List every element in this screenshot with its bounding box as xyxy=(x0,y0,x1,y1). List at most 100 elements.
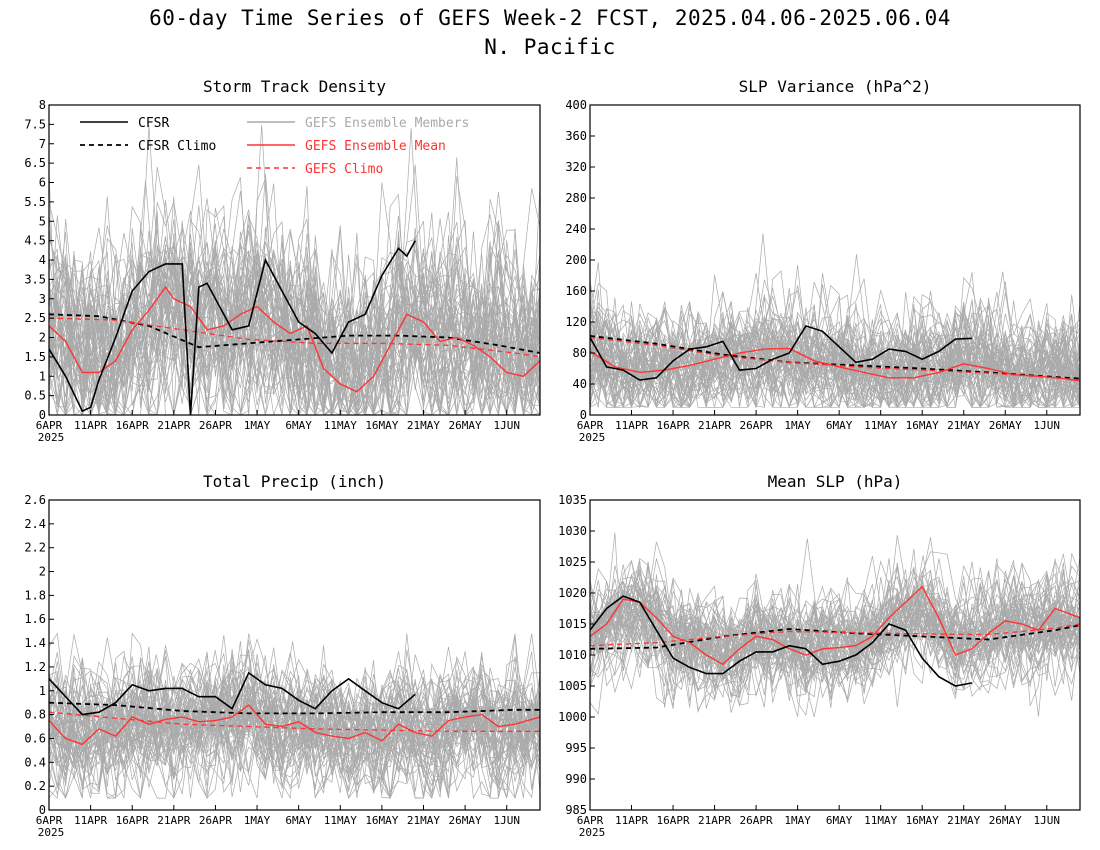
x-tick-label: 6MAY xyxy=(826,419,853,432)
y-tick-label: 1.4 xyxy=(24,636,46,650)
y-tick-label: 5 xyxy=(39,214,46,228)
y-tick-label: 1.8 xyxy=(24,588,46,602)
y-tick-label: 995 xyxy=(565,741,587,755)
y-tick-label: 5.5 xyxy=(24,195,46,209)
x-tick-label: 6MAY xyxy=(826,814,853,827)
y-tick-label: 1020 xyxy=(558,586,587,600)
ensemble-member-line xyxy=(590,575,1080,713)
legend-ens-mean-label: GEFS Ensemble Mean xyxy=(305,139,446,154)
ensemble-member-spike xyxy=(400,128,422,300)
x-year-label: 2025 xyxy=(579,826,606,839)
legend-cfsr-climo-label: CFSR Climo xyxy=(138,139,216,154)
x-tick-label: 6MAY xyxy=(285,419,312,432)
x-tick-label: 11APR xyxy=(74,814,107,827)
y-tick-label: 1000 xyxy=(558,710,587,724)
ensemble-member-line xyxy=(49,213,540,415)
y-tick-label: 280 xyxy=(565,191,587,205)
y-tick-label: 1.2 xyxy=(24,660,46,674)
x-tick-label: 6APR xyxy=(36,419,63,432)
x-tick-label: 16MAY xyxy=(906,419,939,432)
ensemble-member-line xyxy=(49,241,540,415)
legend-gefs-climo-label: GEFS Climo xyxy=(305,162,383,177)
page-subtitle: N. Pacific xyxy=(484,35,616,59)
y-tick-label: 0.6 xyxy=(24,731,46,745)
x-year-label: 2025 xyxy=(38,431,65,444)
y-tick-label: 3 xyxy=(39,292,46,306)
x-tick-label: 6APR xyxy=(36,814,63,827)
y-tick-label: 40 xyxy=(573,377,587,391)
ensemble-member-line xyxy=(49,639,540,799)
ensemble-member-line xyxy=(49,669,540,795)
plot-frame xyxy=(48,499,541,811)
ensemble-member-spike xyxy=(251,124,273,300)
ensemble-member-line xyxy=(590,310,1080,409)
ensemble-member-line xyxy=(49,638,540,793)
chart-panel-1: Storm Track Density 0 0.5 1 1.5 2 2.5 3 3.5 4 4.5 5… xyxy=(24,77,541,444)
y-tick-label: 1 xyxy=(39,369,46,383)
ensemble-member-line xyxy=(49,209,540,415)
y-tick-label: 2.4 xyxy=(24,517,46,531)
legend-ens-members-label: GEFS Ensemble Members xyxy=(305,116,469,131)
chart-panel-2: SLP Variance (hPa^2) 0 40 80 120 160 200 240 280… xyxy=(565,77,1081,444)
y-tick-label: 80 xyxy=(573,346,587,360)
x-tick-label: 1MAY xyxy=(784,419,811,432)
x-tick-label: 16APR xyxy=(116,814,149,827)
ensemble-member-spike xyxy=(752,233,774,342)
y-tick-label: 990 xyxy=(565,772,587,786)
y-tick-label: 0.4 xyxy=(24,755,46,769)
x-tick-label: 21APR xyxy=(157,419,190,432)
y-tick-label: 160 xyxy=(565,284,587,298)
chart-panel-3: Total Precip (inch) 0 0.2 0.4 0.6 0.8 1 1.2 1.4 1… xyxy=(24,472,541,839)
x-tick-label: 26MAY xyxy=(449,419,482,432)
y-tick-label: 6 xyxy=(39,176,46,190)
ensemble-member-line xyxy=(49,230,540,415)
ensemble-member-line xyxy=(49,215,540,415)
x-tick-label: 1MAY xyxy=(784,814,811,827)
ensemble-member-line xyxy=(590,311,1080,409)
page-title: 60-day Time Series of GEFS Week-2 FCST, … xyxy=(149,6,951,30)
plot-area xyxy=(590,532,1080,718)
ensemble-member-line xyxy=(49,632,540,799)
ensemble-member-line xyxy=(49,655,540,800)
y-tick-label: 1030 xyxy=(558,524,587,538)
ensemble-member-line xyxy=(49,164,540,415)
x-year-label: 2025 xyxy=(38,826,65,839)
x-tick-label: 6APR xyxy=(577,814,604,827)
ensemble-member-line xyxy=(590,301,1080,409)
ensemble-member-line xyxy=(590,561,1080,672)
ensemble-member-line xyxy=(590,319,1080,409)
plot-area xyxy=(49,124,540,415)
y-tick-label: 2.6 xyxy=(24,493,46,507)
plot-area xyxy=(49,632,540,800)
y-tick-label: 2 xyxy=(39,565,46,579)
y-tick-label: 0 xyxy=(39,408,46,422)
y-tick-label: 200 xyxy=(565,253,587,267)
x-tick-label: 16MAY xyxy=(906,814,939,827)
y-tick-label: 1005 xyxy=(558,679,587,693)
y-tick-label: 1.5 xyxy=(24,350,46,364)
y-tick-label: 0.5 xyxy=(24,389,46,403)
y-tick-label: 2.2 xyxy=(24,541,46,555)
y-tick-label: 1 xyxy=(39,684,46,698)
gefs-mean-line xyxy=(590,347,1080,382)
gefs-mean-line xyxy=(590,585,1080,666)
ensemble-member-spike xyxy=(282,641,303,708)
legend-cfsr-label: CFSR xyxy=(138,116,169,131)
ensemble-member-line xyxy=(49,256,540,415)
x-tick-label: 1MAY xyxy=(244,814,271,827)
cfsr-line xyxy=(49,671,416,716)
ensemble-member-line xyxy=(590,564,1080,698)
ensemble-member-line xyxy=(49,633,540,799)
cfsr-line xyxy=(590,595,973,687)
ensemble-member-line xyxy=(49,646,540,799)
x-tick-label: 1JUN xyxy=(493,814,520,827)
ensemble-member-line xyxy=(590,553,1080,709)
ensemble-member-spike xyxy=(912,555,934,618)
x-tick-label: 21MAY xyxy=(407,814,440,827)
y-tick-label: 985 xyxy=(565,803,587,817)
y-tick-label: 6.5 xyxy=(24,156,46,170)
x-tick-label: 26MAY xyxy=(449,814,482,827)
y-tick-label: 7 xyxy=(39,137,46,151)
x-tick-label: 11APR xyxy=(615,814,648,827)
